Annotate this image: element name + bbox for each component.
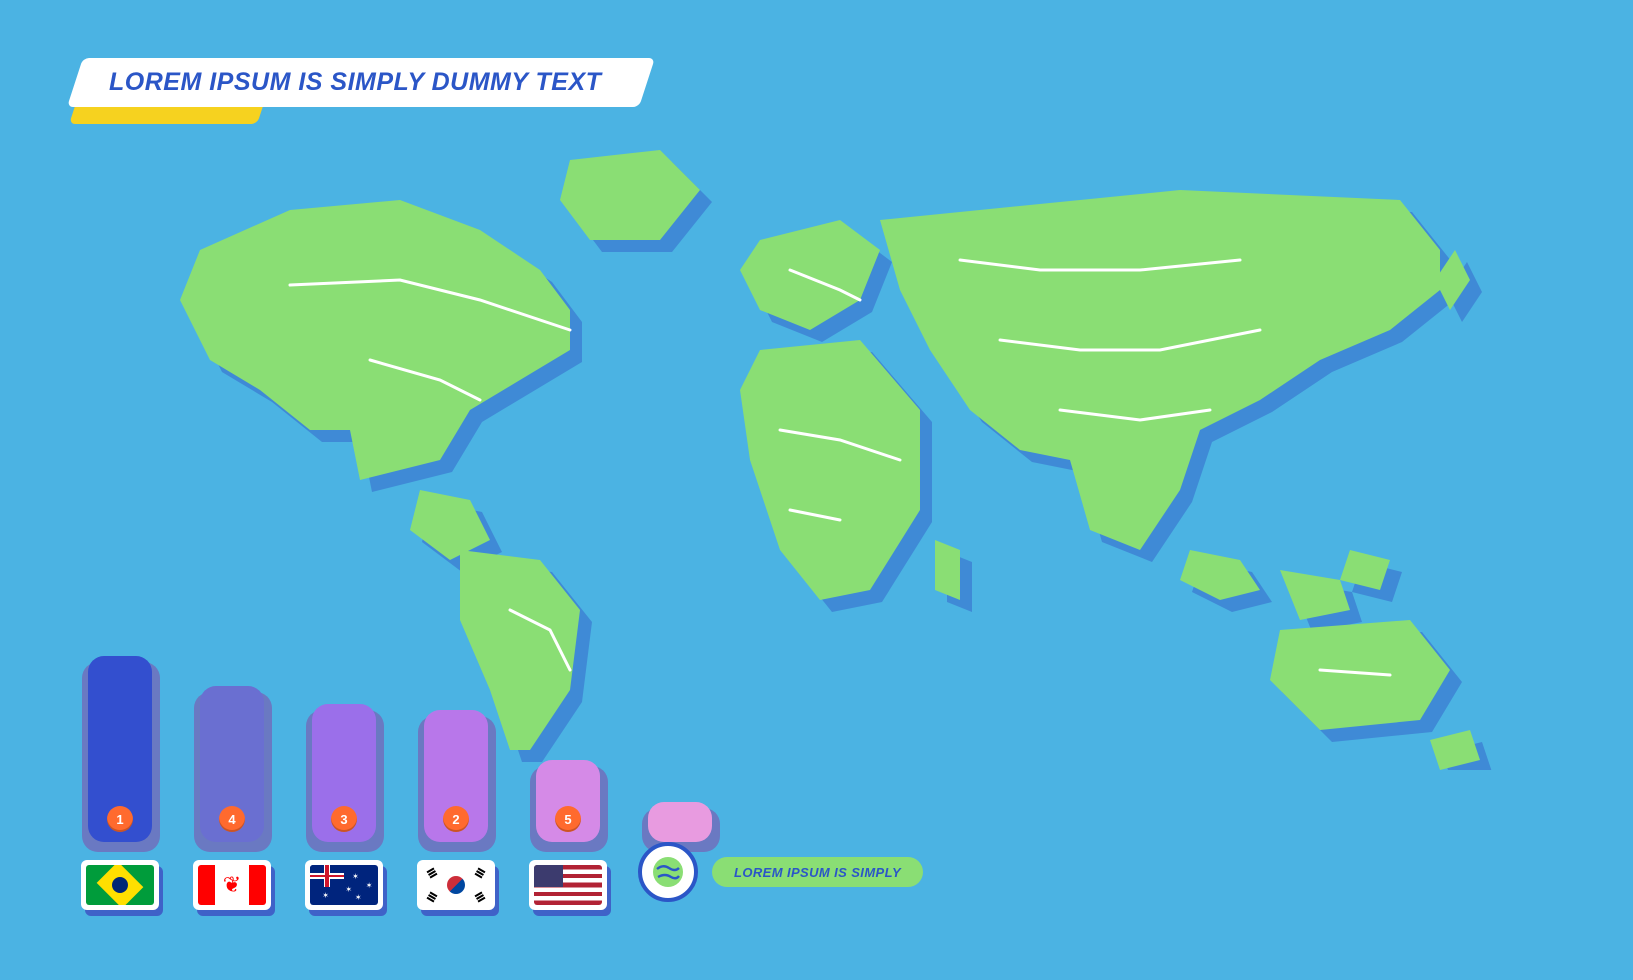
- chart-bar: 5: [536, 760, 600, 842]
- page-title: LOREM IPSUM IS SIMPLY DUMMY TEXT: [109, 68, 601, 97]
- chart-bar: [648, 802, 712, 842]
- rank-badge: 5: [555, 806, 581, 832]
- flag-aus: ✶✶✶✶✶: [305, 860, 383, 910]
- rank-badge: 1: [107, 806, 133, 832]
- chart-column: 2: [416, 710, 496, 910]
- chart-bar: 2: [424, 710, 488, 842]
- legend-label: LOREM IPSUM IS SIMPLY: [712, 857, 923, 887]
- country-bar-chart: 14❦3✶✶✶✶✶25: [80, 650, 720, 910]
- rank-badge: 4: [219, 806, 245, 832]
- flag-korea: [417, 860, 495, 910]
- chart-bar: 3: [312, 704, 376, 842]
- globe-icon: [638, 842, 698, 902]
- rank-badge: 3: [331, 806, 357, 832]
- chart-bar: 4: [200, 686, 264, 842]
- title-bar: LOREM IPSUM IS SIMPLY DUMMY TEXT: [67, 58, 655, 107]
- infographic-stage: LOREM IPSUM IS SIMPLY DUMMY TEXT: [0, 0, 1633, 980]
- title-block: LOREM IPSUM IS SIMPLY DUMMY TEXT: [75, 58, 647, 107]
- flag-brazil: [81, 860, 159, 910]
- chart-column: 3 ✶✶✶✶✶: [304, 704, 384, 910]
- flag-canada: ❦: [193, 860, 271, 910]
- chart-column: 5: [528, 760, 608, 910]
- rank-badge: 2: [443, 806, 469, 832]
- legend: LOREM IPSUM IS SIMPLY: [638, 842, 923, 902]
- flag-usa: [529, 860, 607, 910]
- chart-bar: 1: [88, 656, 152, 842]
- chart-column: 4❦: [192, 686, 272, 910]
- chart-column: 1: [80, 656, 160, 910]
